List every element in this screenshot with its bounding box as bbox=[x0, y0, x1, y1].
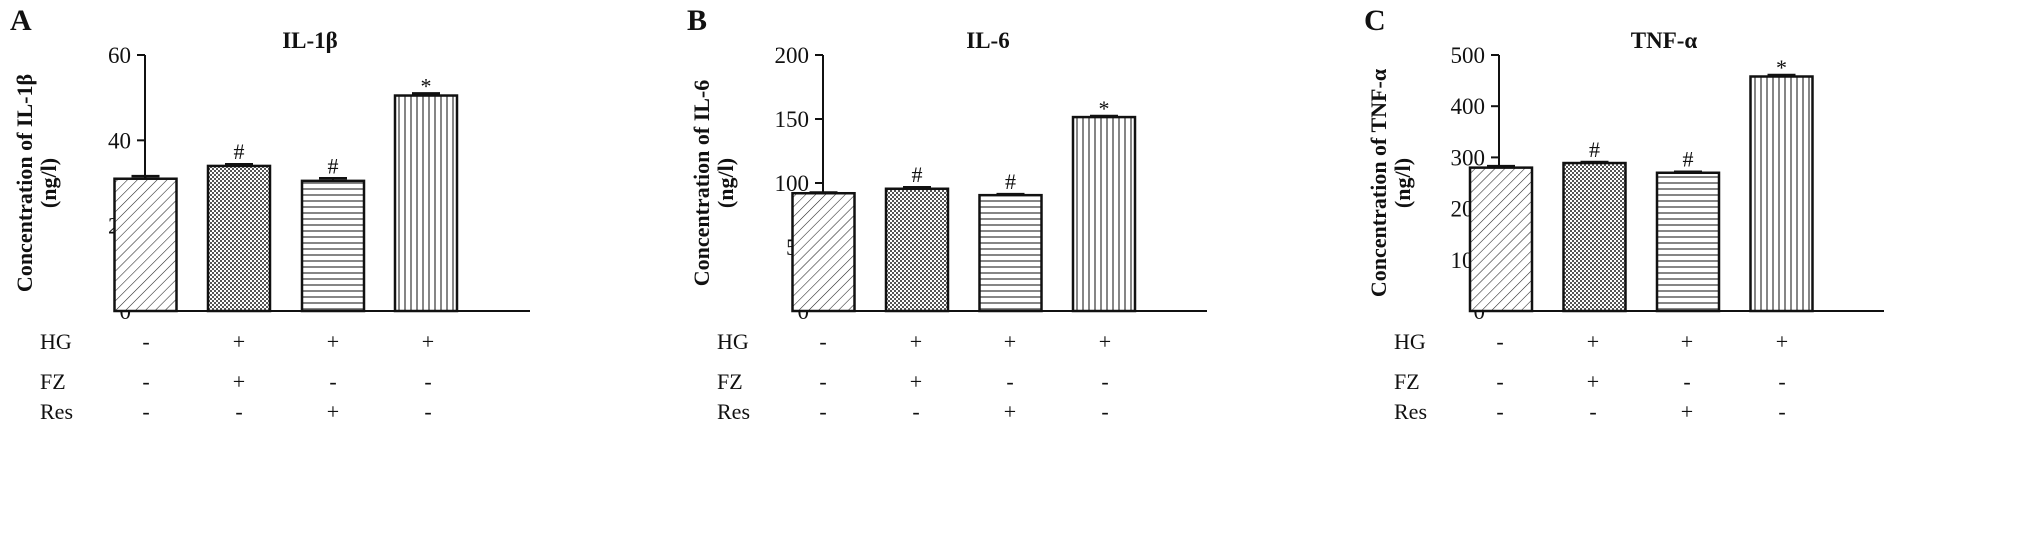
treatment-label-fz: FZ bbox=[1394, 369, 1420, 394]
significance-marker: # bbox=[1589, 137, 1600, 162]
treatment-sign: - bbox=[424, 369, 431, 394]
treatment-sign: - bbox=[912, 399, 919, 424]
y-tick-label: 200 bbox=[775, 43, 810, 68]
y-axis-label: Concentration of IL-6 bbox=[689, 80, 714, 287]
chart-title: TNF-α bbox=[1631, 28, 1698, 53]
y-tick-label: 60 bbox=[108, 43, 131, 68]
treatment-label-res: Res bbox=[717, 399, 750, 424]
treatment-sign: - bbox=[235, 399, 242, 424]
treatment-sign: + bbox=[1099, 329, 1111, 354]
bar bbox=[791, 191, 856, 313]
treatment-sign: - bbox=[1006, 369, 1013, 394]
treatment-sign: - bbox=[819, 329, 826, 354]
treatment-sign: + bbox=[422, 329, 434, 354]
treatment-sign: + bbox=[1681, 399, 1693, 424]
treatment-label-hg: HG bbox=[40, 329, 72, 354]
significance-marker: # bbox=[328, 153, 339, 178]
y-axis-label: Concentration of IL-1β bbox=[12, 74, 37, 292]
y-tick-label: 300 bbox=[1451, 145, 1486, 170]
bar bbox=[206, 164, 272, 313]
significance-marker: # bbox=[1005, 169, 1016, 194]
y-tick-label: 150 bbox=[775, 107, 810, 132]
significance-marker: * bbox=[1776, 55, 1787, 80]
treatment-sign: - bbox=[1496, 369, 1503, 394]
treatment-label-hg: HG bbox=[1394, 329, 1426, 354]
bar bbox=[1071, 115, 1137, 313]
treatment-sign: - bbox=[424, 399, 431, 424]
bar bbox=[978, 193, 1043, 313]
significance-marker: * bbox=[421, 73, 432, 98]
treatment-sign: - bbox=[1496, 329, 1503, 354]
treatment-sign: - bbox=[142, 369, 149, 394]
treatment-sign: + bbox=[1004, 329, 1016, 354]
treatment-label-res: Res bbox=[1394, 399, 1427, 424]
significance-marker: # bbox=[234, 139, 245, 164]
panel-label: B bbox=[687, 4, 707, 37]
treatment-label-res: Res bbox=[40, 399, 73, 424]
significance-marker: # bbox=[912, 162, 923, 187]
treatment-sign: + bbox=[910, 369, 922, 394]
treatment-sign: - bbox=[1778, 369, 1785, 394]
treatment-sign: - bbox=[142, 329, 149, 354]
bar bbox=[393, 94, 459, 313]
treatment-sign: - bbox=[1589, 399, 1596, 424]
significance-marker: * bbox=[1099, 96, 1110, 121]
treatment-sign: + bbox=[1776, 329, 1788, 354]
chart-title: IL-1β bbox=[282, 28, 338, 53]
treatment-label-fz: FZ bbox=[40, 369, 66, 394]
treatment-sign: - bbox=[819, 369, 826, 394]
y-tick-label: 40 bbox=[108, 128, 131, 153]
panel-label: A bbox=[10, 4, 32, 37]
treatment-sign: + bbox=[1587, 329, 1599, 354]
bar bbox=[1749, 75, 1814, 313]
treatment-sign: + bbox=[233, 369, 245, 394]
bar bbox=[300, 179, 366, 313]
y-axis-label: (ng/l) bbox=[36, 158, 61, 208]
y-axis-label: (ng/l) bbox=[1390, 158, 1415, 208]
treatment-sign: - bbox=[1101, 399, 1108, 424]
treatment-sign: + bbox=[233, 329, 245, 354]
treatment-sign: - bbox=[1683, 369, 1690, 394]
treatment-label-fz: FZ bbox=[717, 369, 743, 394]
panel-label: C bbox=[1364, 4, 1386, 37]
treatment-sign: + bbox=[327, 329, 339, 354]
bar bbox=[1655, 171, 1721, 313]
treatment-sign: - bbox=[329, 369, 336, 394]
y-tick-label: 400 bbox=[1451, 94, 1486, 119]
bar bbox=[113, 177, 178, 313]
y-axis-label: Concentration of TNF-α bbox=[1366, 68, 1391, 297]
treatment-sign: - bbox=[142, 399, 149, 424]
significance-marker: # bbox=[1683, 147, 1694, 172]
treatment-sign: + bbox=[910, 329, 922, 354]
treatment-sign: - bbox=[1496, 399, 1503, 424]
bar bbox=[1562, 161, 1627, 313]
treatment-sign: - bbox=[1101, 369, 1108, 394]
y-axis-label: (ng/l) bbox=[713, 158, 738, 208]
treatment-sign: - bbox=[819, 399, 826, 424]
treatment-sign: + bbox=[1681, 329, 1693, 354]
treatment-sign: - bbox=[1778, 399, 1785, 424]
treatment-label-hg: HG bbox=[717, 329, 749, 354]
bar bbox=[1468, 166, 1534, 313]
treatment-sign: + bbox=[1004, 399, 1016, 424]
treatment-sign: + bbox=[327, 399, 339, 424]
chart-title: IL-6 bbox=[966, 28, 1009, 53]
y-tick-label: 500 bbox=[1451, 43, 1486, 68]
y-tick-label: 100 bbox=[775, 171, 810, 196]
bar bbox=[884, 187, 950, 313]
treatment-sign: + bbox=[1587, 369, 1599, 394]
